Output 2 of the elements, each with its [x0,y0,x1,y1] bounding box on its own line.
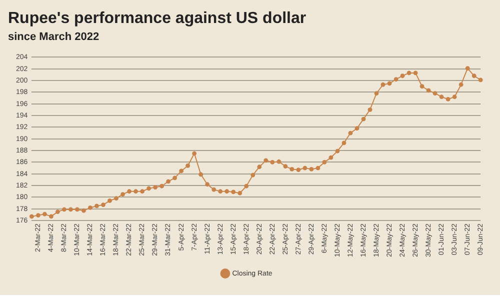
chart-subtitle: since March 2022 [8,31,100,43]
chart-title: Rupee's performance against US dollar [8,10,308,28]
